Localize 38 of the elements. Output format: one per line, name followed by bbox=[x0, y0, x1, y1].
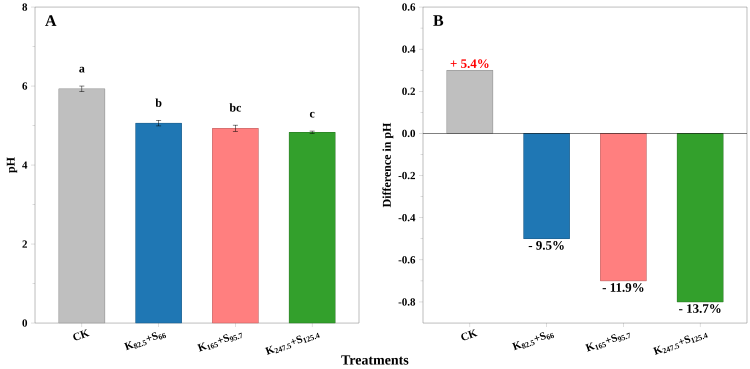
y-tick-label: 8 bbox=[22, 3, 28, 11]
annotation: b bbox=[155, 98, 162, 107]
annotation: - 13.7% bbox=[679, 304, 721, 313]
x-tick-label: K$_{247.5}$+S$_{125.4}$ bbox=[652, 332, 708, 355]
annotation: - 11.9% bbox=[602, 283, 644, 292]
y-tick-label: 6 bbox=[22, 82, 28, 90]
bar bbox=[288, 132, 336, 324]
x-tick-label: CK bbox=[73, 329, 90, 340]
y-axis-title: pH bbox=[6, 157, 18, 173]
y-tick-label: 0 bbox=[22, 319, 28, 327]
y-tick-label: 4 bbox=[22, 161, 28, 169]
y-tick-label: 0.0 bbox=[402, 130, 416, 138]
chart-title: B bbox=[433, 15, 444, 26]
annotation: - 9.5% bbox=[528, 240, 564, 250]
x-tick-label: K$_{247.5}$+S$_{125.4}$ bbox=[264, 332, 320, 355]
y-tick-label: 0.2 bbox=[402, 88, 416, 96]
annotation: + 5.4% bbox=[450, 59, 488, 68]
y-tick-label: 0.6 bbox=[402, 3, 416, 11]
x-tick-label: CK bbox=[461, 329, 478, 340]
annotation: a bbox=[79, 66, 85, 72]
annotation: c bbox=[310, 112, 315, 118]
x-tick-label: K$_{165}$+S$_{95.7}$ bbox=[585, 332, 630, 352]
annotation: bc bbox=[230, 103, 242, 112]
bar bbox=[135, 122, 182, 324]
bar bbox=[212, 128, 259, 324]
y-tick-label: 0.4 bbox=[402, 45, 416, 53]
y-tick-label: -0.8 bbox=[398, 298, 416, 306]
y-tick-label: -0.2 bbox=[398, 172, 416, 180]
x-tick-label: K$_{82.5}$+S$_{66}$ bbox=[512, 332, 554, 350]
x-axis-title: Treatments bbox=[341, 355, 408, 365]
x-tick-label: K$_{82.5}$+S$_{66}$ bbox=[124, 332, 166, 350]
bar bbox=[58, 88, 106, 324]
y-tick-label: -0.6 bbox=[398, 256, 416, 264]
y-tick-label: 2 bbox=[22, 240, 28, 248]
chart-title: A bbox=[45, 15, 56, 26]
y-tick-label: -0.4 bbox=[398, 214, 416, 222]
y-axis-title: Difference in pH bbox=[382, 122, 394, 208]
x-tick-label: K$_{165}$+S$_{95.7}$ bbox=[197, 332, 242, 352]
